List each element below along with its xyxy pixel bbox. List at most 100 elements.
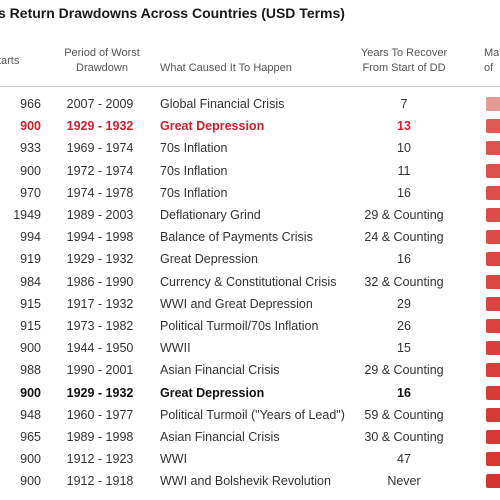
cell-years-to-recover: 16 bbox=[397, 252, 411, 267]
cell-start-year: 994 bbox=[20, 230, 41, 245]
cell-drawdown-period: 1929 - 1932 bbox=[66, 252, 134, 267]
max-drawdown-bar bbox=[486, 163, 500, 178]
max-drawdown-bar bbox=[486, 230, 500, 245]
cell-start-year: 988 bbox=[20, 363, 41, 378]
table-row: 915 1917 - 1932 WWI and Great Depression 29 bbox=[0, 293, 500, 315]
header-period: Period of Worst Drawdown bbox=[64, 47, 140, 74]
table-row: 966 2007 - 2009 Global Financial Crisis 7 bbox=[0, 93, 500, 115]
cell-years-to-recover: Never bbox=[387, 474, 421, 489]
cell-years-to-recover: 29 & Counting bbox=[364, 363, 444, 378]
header-starts: Starts bbox=[0, 55, 20, 67]
cell-drawdown-period: 1989 - 2003 bbox=[66, 208, 134, 222]
max-drawdown-bar bbox=[486, 385, 500, 400]
max-drawdown-bar bbox=[486, 185, 500, 200]
cell-start-year: 933 bbox=[20, 141, 41, 156]
cell-drawdown-period: 1929 - 1932 bbox=[66, 385, 134, 400]
cell-cause: Balance of Payments Crisis bbox=[160, 230, 313, 245]
max-drawdown-bar bbox=[486, 208, 500, 222]
table-row: 984 1986 - 1990 Currency & Constitutional … bbox=[0, 271, 500, 293]
table-row: 948 1960 - 1977 Political Turmoil ("Years … bbox=[0, 404, 500, 426]
table-row: 970 1974 - 1978 70s Inflation 16 bbox=[0, 182, 500, 204]
cell-cause: Political Turmoil ("Years of Lead") bbox=[160, 407, 345, 422]
table-row: 900 1929 - 1932 Great Depression 16 bbox=[0, 382, 500, 404]
cell-start-year: 900 bbox=[20, 452, 41, 467]
header-divider bbox=[0, 86, 500, 87]
max-drawdown-bar bbox=[486, 296, 500, 311]
cell-drawdown-period: 1917 - 1932 bbox=[66, 296, 134, 311]
max-drawdown-bar bbox=[486, 407, 500, 422]
cell-years-to-recover: 47 bbox=[397, 452, 411, 467]
cell-cause: Asian Financial Crisis bbox=[160, 363, 280, 378]
cell-cause: Asian Financial Crisis bbox=[160, 430, 280, 444]
cell-years-to-recover: 30 & Counting bbox=[364, 430, 444, 444]
cell-start-year: 965 bbox=[20, 430, 41, 444]
cell-cause: Deflationary Grind bbox=[160, 208, 261, 222]
cell-drawdown-period: 1912 - 1923 bbox=[66, 452, 134, 467]
cell-years-to-recover: 59 & Counting bbox=[364, 407, 444, 422]
cell-start-year: 900 bbox=[20, 119, 41, 134]
cell-start-year: 915 bbox=[20, 296, 41, 311]
cell-cause: Great Depression bbox=[160, 119, 265, 134]
cell-years-to-recover: 29 bbox=[397, 296, 411, 311]
cell-years-to-recover: 16 bbox=[397, 385, 411, 400]
cell-start-year: 900 bbox=[20, 341, 41, 356]
header-cause: What Caused It To Happen bbox=[160, 62, 292, 74]
cell-start-year: 984 bbox=[20, 274, 41, 289]
cell-start-year: 948 bbox=[20, 407, 41, 422]
cell-cause: Currency & Constitutional Crisis bbox=[160, 274, 337, 289]
chart-title: s Return Drawdowns Across Countries (USD… bbox=[0, 5, 345, 21]
table-row: 965 1989 - 1998 Asian Financial Crisis 30 &… bbox=[0, 426, 500, 448]
cell-years-to-recover: 7 bbox=[400, 97, 408, 111]
cell-drawdown-period: 1986 - 1990 bbox=[66, 274, 134, 289]
cell-years-to-recover: 11 bbox=[397, 163, 411, 178]
header-max: Ma of bbox=[484, 47, 500, 74]
cell-cause: WWI and Great Depression bbox=[160, 296, 313, 311]
cell-drawdown-period: 1929 - 1932 bbox=[66, 119, 134, 134]
max-drawdown-bar bbox=[486, 274, 500, 289]
cell-drawdown-period: 1972 - 1974 bbox=[66, 163, 134, 178]
cell-start-year: 919 bbox=[20, 252, 41, 267]
max-drawdown-bar bbox=[486, 452, 500, 467]
cell-drawdown-period: 1960 - 1977 bbox=[66, 407, 134, 422]
cell-years-to-recover: 26 bbox=[397, 319, 411, 333]
cell-start-year: 915 bbox=[20, 319, 41, 333]
cell-drawdown-period: 1994 - 1998 bbox=[66, 230, 134, 245]
cell-drawdown-period: 1969 - 1974 bbox=[66, 141, 134, 156]
cell-cause: Great Depression bbox=[160, 385, 265, 400]
cell-drawdown-period: 2007 - 2009 bbox=[66, 97, 134, 111]
cell-years-to-recover: 15 bbox=[397, 341, 411, 356]
table-row: 994 1994 - 1998 Balance of Payments Crisis… bbox=[0, 226, 500, 248]
max-drawdown-bar bbox=[486, 319, 500, 333]
cell-drawdown-period: 1944 - 1950 bbox=[66, 341, 134, 356]
cell-years-to-recover: 32 & Counting bbox=[364, 274, 444, 289]
cell-cause: WWI bbox=[160, 452, 188, 467]
cell-start-year: 1949 bbox=[13, 208, 41, 222]
max-drawdown-bar bbox=[486, 341, 500, 356]
table-row: 900 1912 - 1923 WWI 47 bbox=[0, 448, 500, 470]
max-drawdown-bar bbox=[486, 97, 500, 111]
table-row: 900 1944 - 1950 WWII 15 bbox=[0, 337, 500, 359]
cell-cause: WWI and Bolshevik Revolution bbox=[160, 474, 331, 489]
cell-drawdown-period: 1974 - 1978 bbox=[66, 185, 134, 200]
max-drawdown-bar bbox=[486, 252, 500, 267]
max-drawdown-bar bbox=[486, 430, 500, 444]
cell-start-year: 900 bbox=[20, 474, 41, 489]
max-drawdown-bar bbox=[486, 141, 500, 156]
cell-start-year: 970 bbox=[20, 185, 41, 200]
cell-cause: 70s Inflation bbox=[160, 185, 228, 200]
cell-cause: WWII bbox=[160, 341, 191, 356]
cell-cause: 70s Inflation bbox=[160, 141, 228, 156]
cell-drawdown-period: 1912 - 1918 bbox=[66, 474, 134, 489]
cell-years-to-recover: 16 bbox=[397, 185, 411, 200]
cell-years-to-recover: 13 bbox=[397, 119, 411, 134]
table-row: 988 1990 - 2001 Asian Financial Crisis 29 &… bbox=[0, 359, 500, 381]
cell-drawdown-period: 1973 - 1982 bbox=[66, 319, 134, 333]
cell-cause: Political Turmoil/70s Inflation bbox=[160, 319, 319, 333]
cell-start-year: 900 bbox=[20, 385, 41, 400]
table-row: 900 1972 - 1974 70s Inflation 11 bbox=[0, 160, 500, 182]
max-drawdown-bar bbox=[486, 119, 500, 134]
max-drawdown-bar bbox=[486, 363, 500, 378]
table-row: 900 1912 - 1918 WWI and Bolshevik Revoluti… bbox=[0, 470, 500, 492]
header-years: Years To Recover From Start of DD bbox=[360, 47, 448, 74]
cell-drawdown-period: 1990 - 2001 bbox=[66, 363, 134, 378]
